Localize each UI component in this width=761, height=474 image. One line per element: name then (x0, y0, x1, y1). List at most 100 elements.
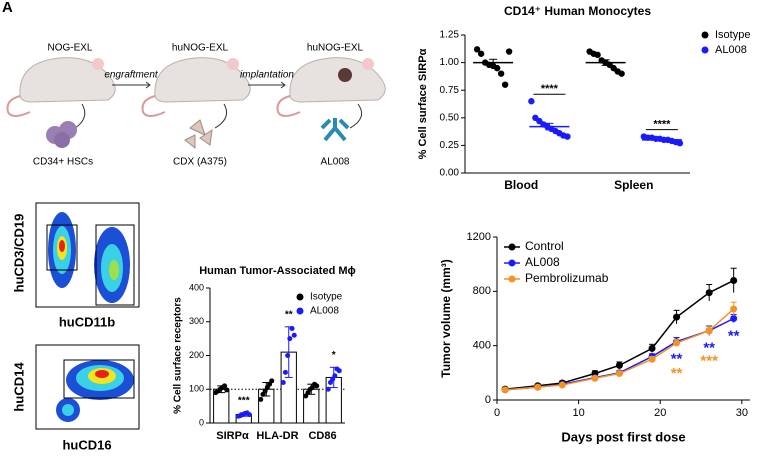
data-point (528, 98, 535, 105)
x-axis-label: Days post first dose (561, 429, 685, 444)
y-axis-label: Tumor volume (mm³) (439, 259, 453, 377)
y-tick-label: 300 (189, 316, 204, 326)
cell-icon (46, 121, 77, 148)
legend-marker (296, 307, 304, 315)
significance-label: **** (541, 83, 559, 95)
y-tick-label: 1.25 (440, 30, 460, 41)
y-tick-label: 1.00 (440, 57, 460, 68)
legend-label: Pembrolizumab (525, 271, 609, 285)
data-point (558, 381, 566, 389)
data-point (493, 64, 501, 72)
x-tick-label: HLA-DR (256, 430, 298, 442)
significance-label: ** (285, 309, 293, 320)
x-tick-label: 20 (654, 407, 666, 419)
mouse-icon (276, 57, 386, 117)
legend-marker (701, 46, 709, 54)
x-tick-label: Spleen (614, 178, 653, 192)
legend-marker (508, 243, 516, 251)
data-point (291, 332, 297, 338)
flow-plot (35, 202, 140, 308)
legend-label: Control (525, 239, 564, 253)
data-point (282, 369, 288, 375)
legend-marker (701, 31, 709, 39)
significance-label: ** (728, 327, 740, 344)
legend-label: Isotype (310, 292, 343, 303)
y-tick-label: 0 (485, 394, 491, 406)
panel-label: A (2, 0, 13, 16)
data-point (534, 383, 542, 391)
y-tick-label: 0.25 (440, 140, 460, 151)
y-tick-label: 0.50 (440, 112, 460, 123)
data-point (269, 378, 275, 384)
y-tick-label: 200 (189, 350, 204, 360)
flow-x-label: huCD11b (59, 314, 115, 329)
data-point (615, 361, 623, 369)
data-point (676, 139, 684, 147)
significance-label: * (332, 350, 336, 361)
data-point (222, 383, 228, 389)
significance-label: ** (703, 340, 715, 357)
antibody-icon (320, 118, 350, 142)
data-point (594, 51, 601, 59)
chart-title: Human Tumor-Associated Mϕ (199, 265, 356, 277)
y-axis-label: % Cell surface receptors (173, 297, 184, 414)
data-point (648, 344, 656, 352)
input-label: AL008 (321, 157, 350, 168)
data-point (564, 133, 571, 140)
data-point (501, 386, 509, 394)
flow-y-label: huCD3/CD19 (11, 214, 26, 293)
y-tick-label: 0 (199, 417, 204, 427)
step-label: engraftment (104, 70, 159, 81)
data-point (289, 326, 295, 331)
data-point (591, 374, 599, 382)
chart-title: CD14⁺ Human Monocytes (504, 4, 651, 18)
series-line (505, 317, 735, 391)
significance-label: *** (700, 353, 718, 370)
legend-label: AL008 (715, 44, 747, 56)
legend-marker (508, 259, 516, 267)
legend-marker (508, 275, 516, 283)
arrow (74, 81, 363, 129)
data-point (325, 386, 331, 392)
tumor-cells-icon (184, 119, 213, 150)
legend-marker (296, 293, 304, 301)
input-label: CDX (A375) (173, 157, 227, 168)
data-point (730, 315, 738, 322)
y-tick-label: 400 (473, 340, 491, 352)
x-tick-label: 30 (736, 407, 748, 419)
y-tick-label: 800 (473, 285, 491, 297)
y-tick-label: 0.75 (440, 85, 460, 96)
significance-label: ** (671, 365, 683, 382)
data-point (246, 412, 252, 418)
input-label: CD34+ HSCs (33, 157, 93, 168)
data-point (477, 50, 485, 57)
data-point (473, 46, 481, 53)
data-point (505, 48, 513, 55)
flow-y-label: huCD14 (11, 362, 26, 412)
data-point (258, 396, 264, 402)
significance-label: **** (653, 118, 671, 130)
stage-label: huNOG-EXL (172, 43, 229, 54)
legend-label: Isotype (715, 29, 750, 41)
stage-label: huNOG-EXL (307, 43, 364, 54)
data-point (280, 380, 286, 385)
data-point (336, 368, 342, 374)
x-tick-label: CD86 (308, 430, 336, 442)
data-point (730, 305, 738, 313)
x-tick-label: 10 (572, 407, 584, 419)
data-point (705, 289, 713, 297)
y-tick-label: 0.00 (440, 168, 460, 179)
data-point (287, 336, 293, 342)
x-tick-label: Blood (504, 178, 538, 192)
y-axis-label: % Cell surface SIRPα (417, 48, 429, 159)
y-tick-label: 100 (189, 384, 204, 394)
x-tick-label: SIRPα (216, 430, 249, 442)
data-point (501, 81, 509, 88)
data-point (285, 353, 291, 358)
data-point (673, 313, 681, 321)
y-tick-label: 400 (189, 282, 204, 292)
series-line (505, 308, 735, 391)
data-point (618, 70, 625, 77)
stage-label: NOG-EXL (47, 43, 92, 54)
